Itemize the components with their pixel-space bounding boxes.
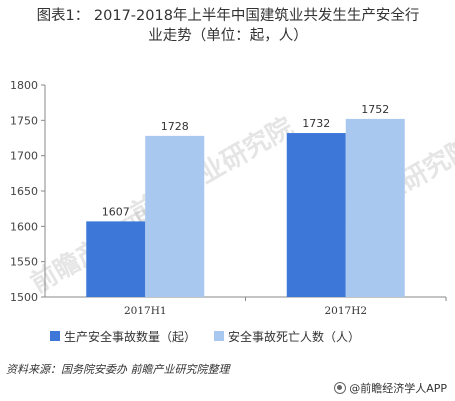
bar bbox=[145, 135, 205, 297]
y-tick-label: 1500 bbox=[10, 291, 38, 304]
x-tick-label: 2017H1 bbox=[124, 305, 167, 317]
brand-logo: @前瞻经济学人APP bbox=[334, 380, 447, 396]
bar bbox=[345, 118, 405, 297]
chart-title-line-2: 业走势（单位：起，人） bbox=[148, 28, 308, 44]
legend-swatch bbox=[50, 331, 60, 341]
chart-title: 图表1： 2017-2018年上半年中国建筑业共发生生产安全行 业走势（单位：起… bbox=[8, 6, 448, 46]
data-label: 1752 bbox=[361, 103, 389, 116]
y-tick-label: 1700 bbox=[10, 150, 38, 163]
data-label: 1732 bbox=[302, 117, 330, 130]
y-tick-label: 1550 bbox=[10, 256, 38, 269]
bar bbox=[286, 133, 346, 297]
y-tick-label: 1600 bbox=[10, 220, 38, 233]
y-tick-label: 1750 bbox=[10, 114, 38, 127]
brand-icon bbox=[334, 382, 347, 394]
chart-title-line-1: 图表1： 2017-2018年上半年中国建筑业共发生生产安全行 bbox=[36, 8, 420, 24]
data-label: 1728 bbox=[161, 120, 189, 133]
legend-label: 安全事故死亡人数（人） bbox=[228, 329, 360, 344]
data-label: 1607 bbox=[102, 205, 130, 218]
bar bbox=[86, 221, 146, 297]
legend-swatch bbox=[214, 331, 225, 341]
x-tick-label: 2017H2 bbox=[324, 305, 367, 317]
legend-label: 生产安全事故数量（起） bbox=[64, 329, 196, 344]
y-tick-label: 1650 bbox=[10, 185, 38, 198]
source-note: 资料来源：国务院安委办 前瞻产业研究院整理 bbox=[6, 363, 230, 376]
y-tick-label: 1800 bbox=[10, 79, 38, 92]
brand-text: @前瞻经济学人APP bbox=[349, 382, 447, 395]
